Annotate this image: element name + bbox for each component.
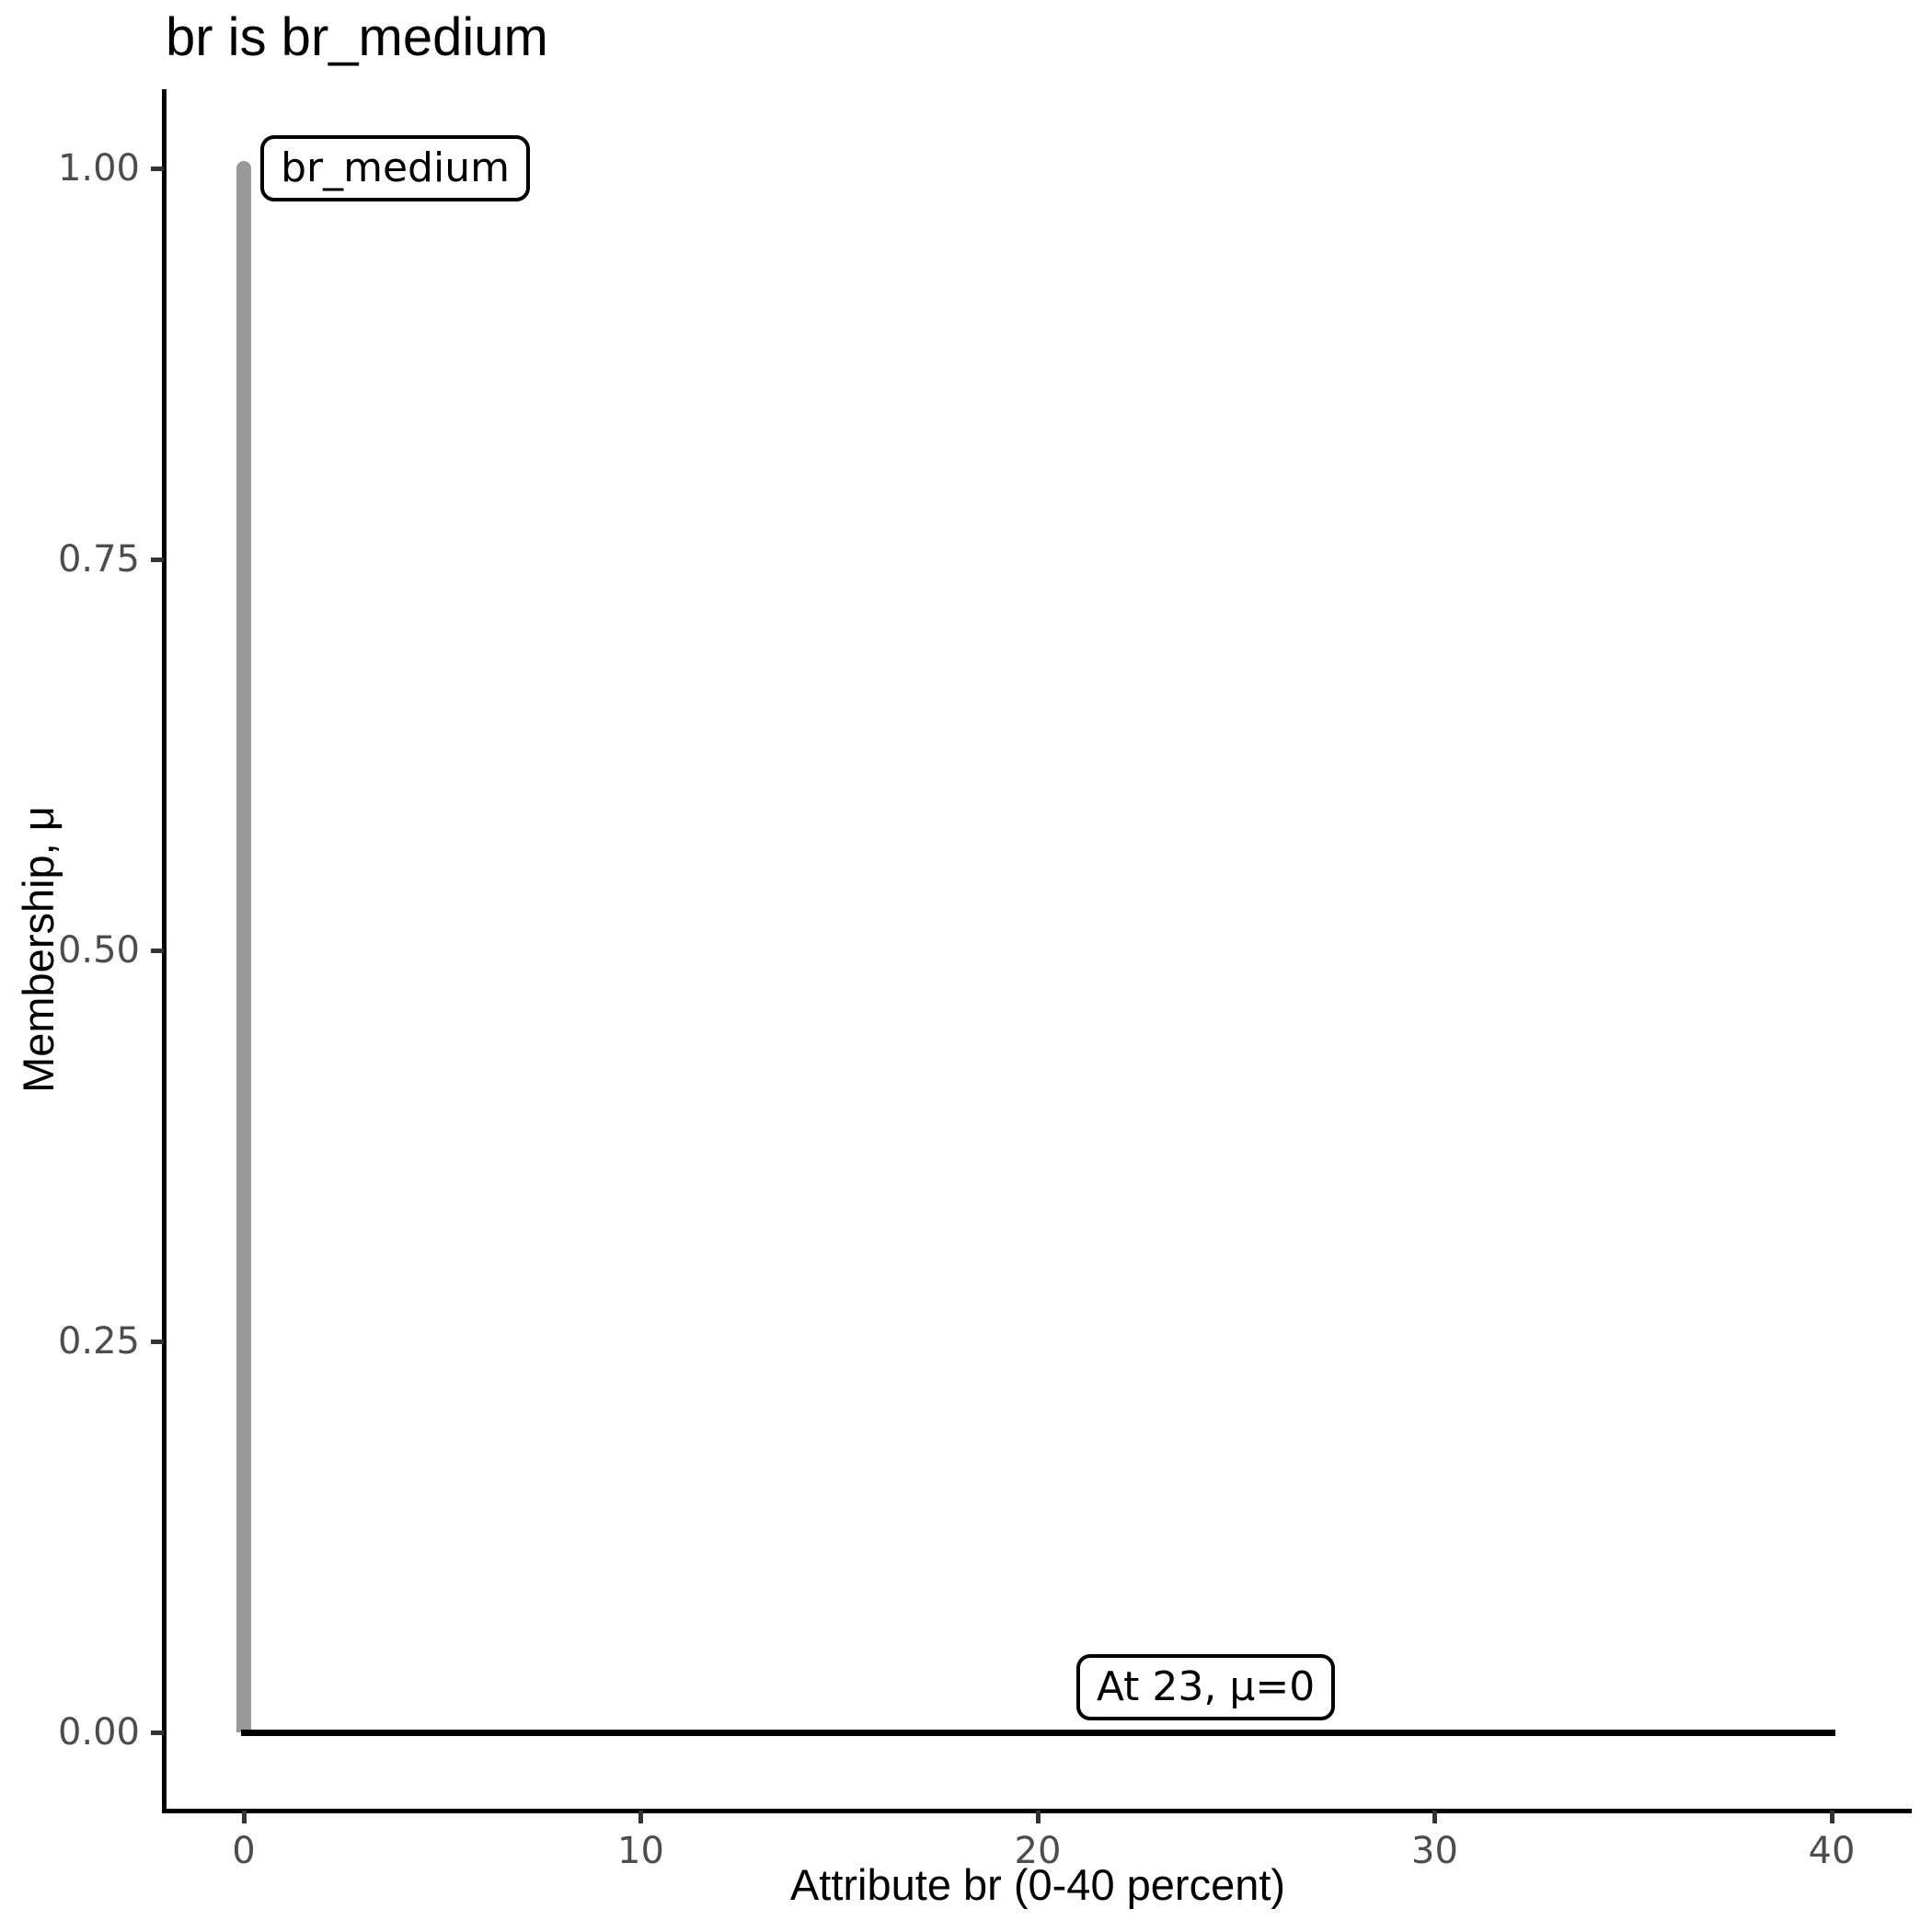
y-tick-label: 0.00 (57, 1711, 140, 1754)
x-tick-label: 30 (1411, 1830, 1458, 1872)
x-tick-label: 20 (1014, 1830, 1062, 1872)
x-tick-label: 40 (1808, 1830, 1856, 1872)
x-tick-label: 10 (617, 1830, 664, 1872)
x-axis-label: Attribute br (0-40 percent) (789, 1860, 1286, 1909)
x-tick-mark (1035, 1811, 1041, 1823)
x-tick-mark (1829, 1811, 1834, 1823)
y-tick-mark (151, 1730, 164, 1735)
x-tick-mark (241, 1811, 247, 1823)
y-tick-mark (151, 166, 164, 171)
series-br-medium-membership-spike (236, 161, 251, 1732)
x-tick-label: 0 (232, 1830, 256, 1872)
y-tick-label: 0.75 (57, 538, 140, 581)
x-tick-mark (1432, 1811, 1437, 1823)
series-membership-at-crisp-value (240, 1729, 1835, 1736)
y-tick-label: 0.50 (57, 929, 140, 972)
y-tick-mark (151, 948, 164, 953)
y-tick-label: 0.25 (57, 1320, 140, 1363)
y-tick-mark (151, 1339, 164, 1344)
annotation-box-br-medium: br_medium (260, 135, 530, 201)
y-tick-mark (151, 557, 164, 562)
y-axis-line (161, 89, 167, 1813)
annotation-box-at-23: At 23, μ=0 (1075, 1653, 1336, 1720)
x-tick-mark (638, 1811, 643, 1823)
y-tick-label: 1.00 (57, 147, 140, 190)
chart-title: br is br_medium (166, 7, 548, 67)
